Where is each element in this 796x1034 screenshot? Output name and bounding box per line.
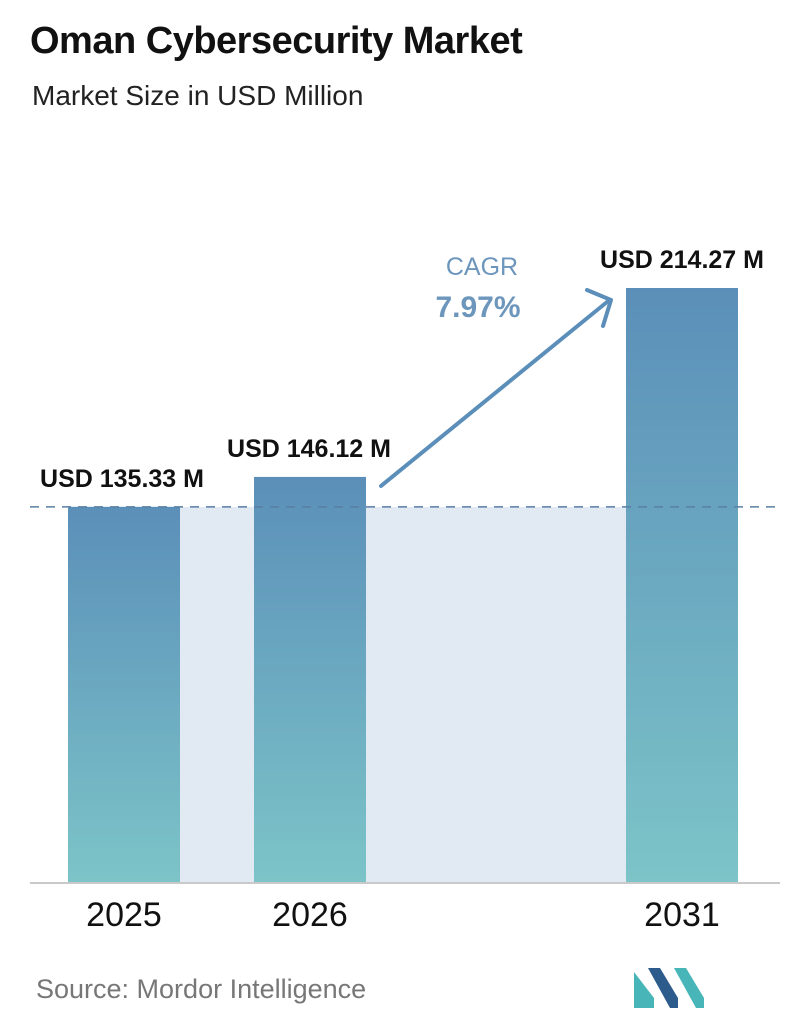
background-bands bbox=[180, 506, 626, 882]
logo-middle-stroke bbox=[648, 968, 678, 1008]
background-band-2 bbox=[366, 506, 626, 882]
chart-subtitle: Market Size in USD Million bbox=[32, 80, 364, 111]
x-tick-label-2031: 2031 bbox=[644, 896, 720, 934]
value-labels: USD 135.33 M USD 146.12 M USD 214.27 M bbox=[40, 246, 764, 493]
cagr-value: 7.97% bbox=[435, 291, 520, 324]
bar-2026 bbox=[254, 476, 366, 882]
source-note: Source: Mordor Intelligence bbox=[36, 974, 367, 1004]
bars bbox=[68, 288, 738, 882]
cagr-arrow-head bbox=[585, 288, 613, 328]
value-label-2025: USD 135.33 M bbox=[40, 465, 204, 493]
bar-2025 bbox=[68, 506, 180, 882]
logo-right-stroke bbox=[674, 968, 704, 1008]
x-tick-label-2025: 2025 bbox=[86, 896, 162, 934]
value-label-2026: USD 146.12 M bbox=[227, 435, 391, 463]
mordor-intelligence-logo-icon bbox=[634, 968, 704, 1008]
cagr-arrow bbox=[379, 288, 613, 488]
cagr-label: CAGR bbox=[446, 253, 518, 281]
value-label-2031: USD 214.27 M bbox=[600, 246, 764, 274]
bar-chart: USD 135.33 M USD 146.12 M USD 214.27 M 202… bbox=[30, 246, 780, 934]
x-tick-label-2026: 2026 bbox=[272, 896, 348, 934]
chart-title: Oman Cybersecurity Market bbox=[30, 20, 523, 62]
cagr-arrow-shaft bbox=[379, 300, 609, 488]
background-band-1 bbox=[180, 506, 254, 882]
x-tick-labels: 2025 2026 2031 bbox=[86, 896, 720, 934]
logo-left-stroke bbox=[634, 972, 654, 1008]
bar-2031 bbox=[626, 288, 738, 882]
